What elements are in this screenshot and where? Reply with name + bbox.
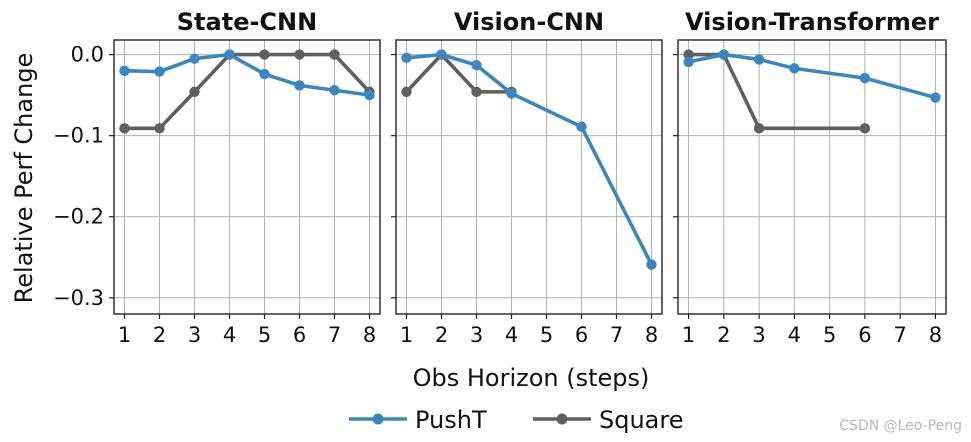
vision-transformer-pusht-point xyxy=(859,72,871,84)
vision-cnn-xtick-label: 2 xyxy=(435,323,448,347)
state-cnn-xtick-label: 2 xyxy=(153,323,166,347)
vision-transformer-pusht-point xyxy=(930,92,941,103)
vision-cnn-pusht-line xyxy=(404,52,654,267)
vision-cnn-pusht-point xyxy=(646,259,657,270)
state-cnn-xtick-label: 6 xyxy=(293,323,306,347)
state-cnn-pusht-point xyxy=(364,89,375,101)
state-cnn-square-point xyxy=(119,123,130,134)
vision-cnn-xtick-label: 6 xyxy=(575,323,588,347)
vision-transformer-pusht-point xyxy=(789,63,800,74)
vision-transformer-title: Vision-Transformer xyxy=(685,8,939,36)
state-cnn-xtick-label: 1 xyxy=(118,323,131,347)
state-cnn-pusht-point xyxy=(224,49,235,60)
state-cnn-pusht-point xyxy=(119,65,130,77)
watermark: CSDN @Leo-Peng xyxy=(839,418,962,434)
vision-transformer-xtick-label: 8 xyxy=(929,323,942,347)
state-cnn-ytick-label: −0.2 xyxy=(53,205,104,229)
vision-transformer-pusht-line xyxy=(686,52,938,100)
state-cnn-square-line xyxy=(122,52,372,131)
state-cnn-xtick-label: 7 xyxy=(328,323,341,347)
vision-transformer-xtick-label: 6 xyxy=(858,323,871,347)
state-cnn-pusht-point xyxy=(294,80,305,91)
vision-cnn-square-point xyxy=(471,86,482,98)
legend-pusht-label: PushT xyxy=(415,406,487,434)
state-cnn-xtick-label: 4 xyxy=(223,323,236,347)
state-cnn-square-point xyxy=(259,49,270,60)
vision-transformer-xtick-label: 1 xyxy=(682,323,695,347)
vision-transformer-square-point xyxy=(859,123,871,134)
state-cnn-xtick-label: 3 xyxy=(188,323,201,347)
vision-transformer-xtick-label: 7 xyxy=(893,323,906,347)
vision-cnn-square-line xyxy=(404,52,514,94)
state-cnn-square-point xyxy=(294,49,305,60)
panel-state-cnn: State-CNN 1 2 3 4 5 6 7 8 0.0 −0.1 −0.2 −0.3 xyxy=(53,8,381,347)
vision-cnn-square-point xyxy=(401,86,412,98)
vision-cnn-pusht-point xyxy=(576,121,587,132)
vision-transformer-square-line xyxy=(686,52,867,131)
vision-transformer-pusht-point xyxy=(718,49,730,60)
state-cnn-pusht-point xyxy=(329,85,340,96)
vision-cnn-xtick-label: 1 xyxy=(400,323,413,347)
vision-transformer-pusht-point xyxy=(683,56,694,68)
state-cnn-pusht-point xyxy=(154,66,165,77)
legend-square-marker xyxy=(556,413,568,425)
state-cnn-square-point xyxy=(329,49,340,60)
vision-cnn-plot-frame xyxy=(395,39,663,315)
vision-cnn-pusht-point xyxy=(436,49,447,60)
state-cnn-pusht-point xyxy=(259,68,270,80)
state-cnn-title: State-CNN xyxy=(177,8,317,36)
state-cnn-square-point xyxy=(154,123,165,134)
legend: PushT Square xyxy=(349,406,684,434)
state-cnn-xtick-label: 5 xyxy=(258,323,271,347)
vision-transformer-square-point xyxy=(683,49,694,60)
state-cnn-plot-frame xyxy=(113,39,381,315)
panel-vision-transformer: Vision-Transformer 1 2 3 4 5 6 7 8 xyxy=(673,8,947,347)
state-cnn-pusht-line xyxy=(122,52,372,97)
state-cnn-ytick-label: −0.1 xyxy=(53,124,104,148)
vision-cnn-xtick-label: 8 xyxy=(645,323,658,347)
vision-cnn-xtick-label: 5 xyxy=(540,323,553,347)
state-cnn-xtick-label: 8 xyxy=(363,323,376,347)
legend-pusht-marker xyxy=(372,413,384,425)
vision-cnn-xtick-label: 4 xyxy=(505,323,518,347)
vision-transformer-xtick-label: 4 xyxy=(788,323,801,347)
legend-square-label: Square xyxy=(599,406,684,434)
vision-cnn-title: Vision-CNN xyxy=(454,8,604,36)
vision-transformer-xtick-label: 3 xyxy=(752,323,765,347)
y-axis-label: Relative Perf Change xyxy=(10,53,38,304)
state-cnn-pusht-point xyxy=(189,53,200,64)
state-cnn-square-point xyxy=(189,86,200,98)
vision-cnn-xtick-label: 3 xyxy=(470,323,483,347)
vision-transformer-xtick-label: 5 xyxy=(823,323,836,347)
vision-transformer-pusht-point xyxy=(753,54,765,65)
x-axis-label: Obs Horizon (steps) xyxy=(413,364,650,392)
state-cnn-ytick-label: 0.0 xyxy=(71,43,104,67)
vision-transformer-square-point xyxy=(753,123,765,134)
panel-vision-cnn: Vision-CNN 1 2 3 4 5 6 7 8 xyxy=(391,8,663,347)
vision-transformer-xtick-label: 2 xyxy=(717,323,730,347)
vision-cnn-pusht-point xyxy=(506,88,517,99)
state-cnn-ytick-label: −0.3 xyxy=(53,286,104,310)
vision-transformer-plot-frame xyxy=(677,39,947,315)
vision-cnn-pusht-point xyxy=(401,52,412,64)
vision-cnn-xtick-label: 7 xyxy=(610,323,623,347)
vision-cnn-pusht-point xyxy=(471,59,482,71)
